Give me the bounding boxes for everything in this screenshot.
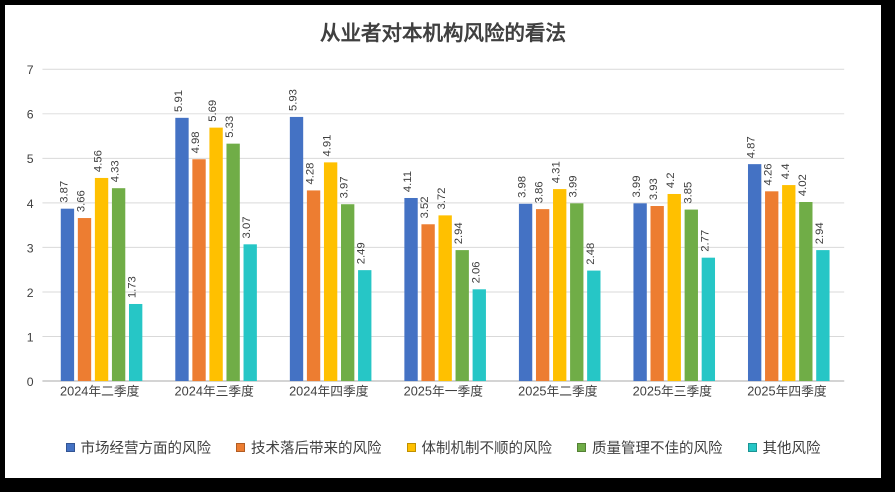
- svg-text:4.33: 4.33: [110, 160, 122, 182]
- svg-text:2.94: 2.94: [453, 222, 465, 244]
- svg-text:0: 0: [27, 375, 34, 389]
- svg-text:1: 1: [27, 330, 34, 344]
- svg-text:2025年一季度: 2025年一季度: [404, 383, 484, 398]
- svg-text:3.87: 3.87: [58, 181, 70, 203]
- svg-text:3.98: 3.98: [517, 176, 529, 198]
- svg-text:2: 2: [27, 286, 34, 300]
- svg-text:2024年二季度: 2024年二季度: [60, 383, 140, 398]
- svg-text:2024年三季度: 2024年三季度: [175, 383, 255, 398]
- svg-text:2025年四季度: 2025年四季度: [747, 383, 827, 398]
- svg-text:5.93: 5.93: [288, 89, 300, 111]
- svg-text:2.06: 2.06: [470, 261, 482, 283]
- svg-text:3.99: 3.99: [568, 176, 580, 198]
- svg-text:4.2: 4.2: [665, 172, 677, 188]
- svg-text:4: 4: [27, 197, 34, 211]
- svg-text:5.69: 5.69: [207, 100, 219, 122]
- svg-text:4.11: 4.11: [402, 171, 414, 192]
- svg-text:4.28: 4.28: [305, 163, 317, 185]
- svg-text:3.97: 3.97: [339, 176, 351, 198]
- svg-text:3.52: 3.52: [419, 196, 431, 218]
- svg-text:4.98: 4.98: [190, 131, 202, 153]
- svg-text:2.94: 2.94: [814, 222, 826, 244]
- svg-text:5: 5: [27, 152, 34, 166]
- svg-text:3.66: 3.66: [76, 190, 88, 212]
- svg-text:1.73: 1.73: [127, 276, 139, 298]
- svg-text:2025年三季度: 2025年三季度: [633, 383, 713, 398]
- svg-text:2.48: 2.48: [585, 243, 597, 265]
- svg-text:4.02: 4.02: [797, 174, 809, 196]
- svg-text:3.93: 3.93: [648, 178, 660, 200]
- svg-text:3.86: 3.86: [534, 181, 546, 203]
- svg-text:4.56: 4.56: [93, 150, 105, 172]
- svg-text:5.33: 5.33: [224, 116, 236, 138]
- svg-text:7: 7: [27, 63, 34, 77]
- svg-text:5.91: 5.91: [173, 90, 185, 112]
- svg-text:4.87: 4.87: [746, 136, 758, 158]
- svg-text:4.4: 4.4: [780, 164, 792, 180]
- svg-text:3.85: 3.85: [682, 182, 694, 204]
- svg-text:3: 3: [27, 241, 34, 255]
- svg-text:4.26: 4.26: [763, 163, 775, 185]
- svg-text:4.91: 4.91: [322, 135, 334, 157]
- svg-text:6: 6: [27, 108, 34, 122]
- svg-text:2.77: 2.77: [699, 230, 711, 252]
- svg-text:2.49: 2.49: [356, 242, 368, 264]
- svg-text:4.31: 4.31: [551, 161, 563, 183]
- svg-text:3.99: 3.99: [631, 176, 643, 198]
- svg-text:3.72: 3.72: [436, 188, 448, 210]
- svg-text:2025年二季度: 2025年二季度: [518, 383, 598, 398]
- svg-text:2024年四季度: 2024年四季度: [289, 383, 369, 398]
- svg-text:3.07: 3.07: [241, 216, 253, 238]
